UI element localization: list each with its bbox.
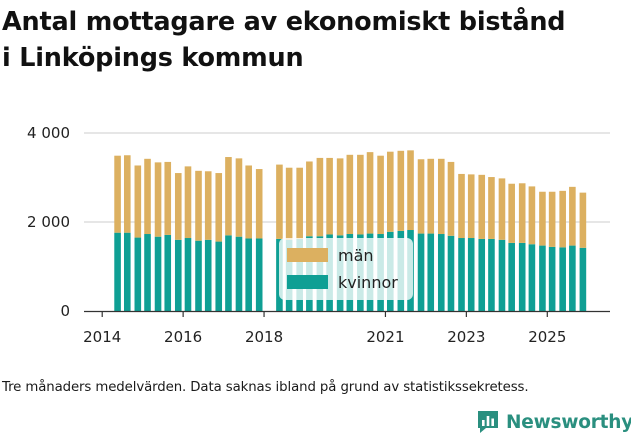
bar-man	[195, 170, 202, 241]
bar-man	[144, 158, 151, 235]
bar-man	[478, 174, 486, 239]
bar-kvinnor	[255, 238, 263, 311]
bar-chart: 0 2 000 4 000 2014 2016 2018 2021 2023 2025 män k…	[27, 124, 610, 346]
bar-kvinnor	[144, 234, 151, 311]
bar-kvinnor	[427, 233, 435, 311]
bar-man	[366, 152, 374, 234]
bar-kvinnor	[458, 238, 465, 311]
bar-kvinnor	[478, 238, 486, 311]
bar-man	[276, 164, 283, 239]
bar-kvinnor	[539, 245, 546, 311]
chart-title-line-2: i Linköpings kommun	[2, 43, 304, 73]
brand-name: Newsworthy	[506, 411, 631, 433]
bar-man	[539, 191, 546, 246]
bar-man	[397, 150, 405, 231]
newsworthy-logo-icon	[478, 411, 498, 433]
bar-man	[437, 158, 445, 235]
bar-kvinnor	[134, 237, 142, 311]
bar-man	[225, 157, 232, 236]
bar-man	[326, 157, 333, 235]
bar-kvinnor	[467, 238, 475, 311]
bar-kvinnor	[174, 239, 182, 311]
bar-kvinnor	[123, 232, 131, 311]
bar-kvinnor	[548, 246, 556, 311]
bar-kvinnor	[235, 236, 243, 311]
bar-kvinnor	[417, 233, 425, 311]
bar-kvinnor	[215, 241, 223, 311]
bar-kvinnor	[195, 240, 202, 311]
x-tick-label: 2023	[447, 328, 485, 346]
bar-man	[548, 191, 556, 247]
y-tick-label: 0	[60, 302, 70, 320]
bar-man	[528, 186, 536, 245]
bar-kvinnor	[114, 232, 121, 311]
legend-swatch	[287, 275, 328, 289]
bar-man	[114, 155, 121, 233]
bar-man	[306, 161, 313, 237]
x-tick-label: 2016	[164, 328, 202, 346]
chart-title: Antal mottagare av ekonomiskt bistånd i …	[2, 4, 627, 76]
bar-man	[569, 186, 576, 246]
bar-man	[559, 190, 566, 248]
bar-kvinnor	[225, 235, 232, 311]
x-tick-label: 2014	[83, 328, 121, 346]
bar-man	[204, 171, 212, 240]
legend-label: kvinnor	[338, 273, 398, 292]
bar-kvinnor	[518, 242, 526, 311]
bar-man	[255, 169, 263, 239]
bar-man	[467, 174, 475, 239]
x-tick-label: 2018	[245, 328, 283, 346]
bar-kvinnor	[204, 239, 212, 311]
bar-man	[427, 158, 435, 234]
bar-man	[134, 165, 142, 238]
bar-man	[316, 157, 324, 237]
bar-man	[235, 158, 243, 237]
newsworthy-brand[interactable]: Newsworthy	[476, 407, 631, 437]
bar-man	[215, 173, 223, 242]
chart-title-line-1: Antal mottagare av ekonomiskt bistånd	[2, 7, 566, 37]
bar-man	[296, 167, 303, 239]
bar-kvinnor	[437, 234, 445, 311]
bar-kvinnor	[488, 238, 495, 311]
bar-man	[377, 155, 384, 235]
legend-label: män	[338, 246, 374, 265]
bar-kvinnor	[559, 247, 566, 311]
bar-man	[447, 161, 455, 236]
y-tick-label: 2 000	[27, 213, 70, 231]
bar-man	[386, 151, 394, 232]
bar-kvinnor	[245, 238, 252, 311]
bar-kvinnor	[184, 238, 192, 311]
bar-kvinnor	[579, 247, 587, 311]
bar-man	[164, 161, 172, 235]
bar-man	[579, 192, 587, 248]
bar-man	[458, 173, 465, 239]
bar-kvinnor	[569, 245, 576, 311]
bar-man	[346, 154, 354, 235]
legend-swatch	[287, 248, 328, 262]
x-tick-label: 2021	[366, 328, 404, 346]
bar-man	[154, 162, 162, 237]
bar-kvinnor	[447, 235, 455, 311]
bar-kvinnor	[154, 236, 162, 311]
bar-kvinnor	[498, 239, 506, 311]
bar-kvinnor	[508, 242, 515, 311]
bar-man	[488, 177, 495, 239]
bar-man	[184, 166, 192, 239]
y-tick-label: 4 000	[27, 124, 70, 142]
bar-man	[174, 173, 182, 240]
bar-man	[508, 183, 515, 243]
bar-man	[417, 159, 425, 234]
bar-man	[245, 165, 252, 239]
bar-man	[518, 183, 526, 243]
bar-man	[498, 178, 506, 240]
bar-man	[357, 154, 364, 235]
bar-man	[407, 150, 414, 231]
bar-kvinnor	[164, 234, 172, 311]
footnote: Tre månaders medelvärden. Data saknas ib…	[2, 380, 529, 395]
x-tick-label: 2025	[528, 328, 566, 346]
bar-man	[123, 155, 131, 233]
bar-man	[336, 158, 344, 236]
bar-man	[285, 167, 293, 240]
bar-kvinnor	[528, 244, 536, 311]
